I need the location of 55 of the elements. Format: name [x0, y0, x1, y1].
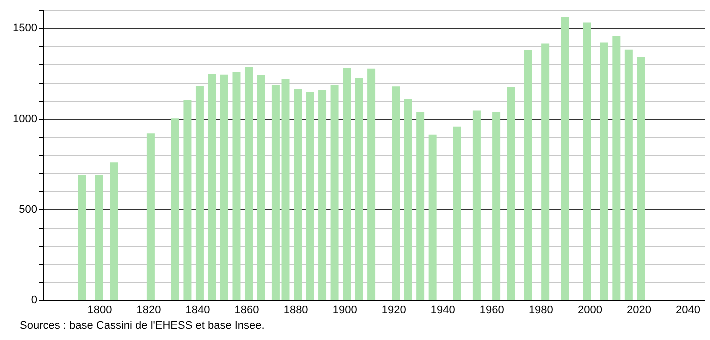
bar [232, 72, 241, 300]
x-tick-label: 1900 [332, 304, 358, 316]
bar [355, 78, 364, 300]
x-tick-label: 1920 [382, 304, 406, 316]
bar [453, 126, 462, 300]
bar [368, 68, 376, 300]
bar [78, 175, 86, 300]
bar [600, 42, 608, 300]
bar [244, 67, 253, 300]
x-tick-label: 1840 [186, 304, 210, 316]
y-tick-label: 500 [19, 204, 38, 216]
bar [583, 22, 592, 300]
bar [146, 134, 155, 300]
bar [184, 100, 192, 300]
bar [343, 68, 352, 300]
bar [404, 98, 412, 300]
x-tick-label: 1880 [284, 304, 308, 316]
bar [507, 87, 516, 300]
bar [318, 90, 327, 300]
bar [492, 112, 501, 300]
bar [272, 85, 280, 300]
x-tick-label: 1860 [234, 304, 260, 316]
bar [524, 50, 532, 300]
bar [257, 75, 266, 300]
x-tick-label: 2040 [676, 304, 700, 316]
bar [472, 110, 481, 300]
bar [220, 74, 228, 300]
x-tick-label: 1820 [136, 304, 162, 316]
bar [637, 57, 646, 300]
bar [110, 162, 118, 300]
bar [208, 74, 216, 300]
x-tick-label: 1980 [528, 304, 554, 316]
bar [171, 118, 180, 300]
x-tick-label: 2000 [578, 304, 602, 316]
bar [392, 86, 400, 300]
bar [428, 134, 437, 300]
y-tick-label: 1500 [13, 22, 38, 35]
x-tick-label: 1800 [88, 304, 112, 316]
source-note: Sources : base Cassini de l'EHESS et base Insee. [20, 320, 265, 332]
bar [624, 50, 633, 300]
y-tick-label: 0 [31, 294, 38, 306]
x-tick-label: 1960 [480, 304, 504, 316]
bar [294, 89, 302, 300]
bar [330, 85, 339, 300]
bar [542, 44, 550, 300]
bar [306, 92, 314, 300]
bar [196, 86, 204, 300]
bar [561, 17, 570, 300]
x-tick-label: 2020 [626, 304, 652, 316]
y-tick-label: 1000 [13, 113, 38, 126]
bar [95, 175, 104, 300]
x-tick-label: 1940 [430, 304, 456, 316]
bar [612, 36, 621, 300]
bar [282, 79, 290, 300]
bar [416, 112, 425, 300]
